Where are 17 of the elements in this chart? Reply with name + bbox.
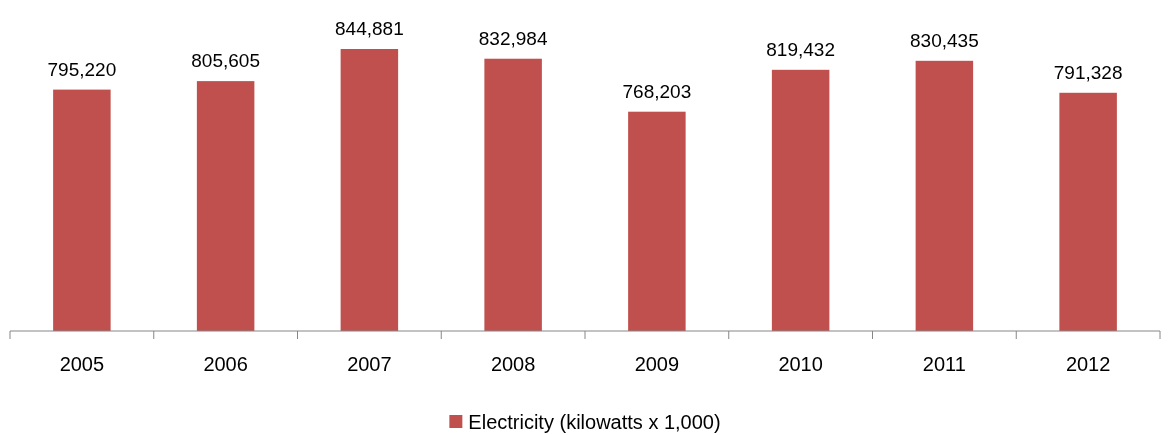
x-tick-label: 2008 [490, 353, 536, 375]
data-label: 768,203 [622, 80, 692, 102]
data-label: 795,220 [47, 58, 117, 80]
legend-label: Electricity (kilowatts x 1,000) [468, 411, 721, 433]
x-tick-label: 2007 [347, 353, 392, 375]
data-label: 805,605 [191, 50, 260, 72]
x-tick-label: 2011 [922, 353, 966, 375]
x-tick-label: 2005 [59, 353, 105, 375]
data-label: 791,328 [1053, 61, 1123, 83]
x-tick-label: 2012 [1065, 353, 1111, 375]
data-label: 830,435 [910, 29, 979, 51]
data-label: 844,881 [335, 18, 404, 39]
data-label: 832,984 [478, 27, 548, 49]
x-tick-label: 2009 [634, 353, 680, 375]
x-tick-label: 2010 [778, 353, 823, 375]
data-label: 819,432 [766, 38, 835, 60]
x-tick-label: 2006 [203, 353, 248, 375]
